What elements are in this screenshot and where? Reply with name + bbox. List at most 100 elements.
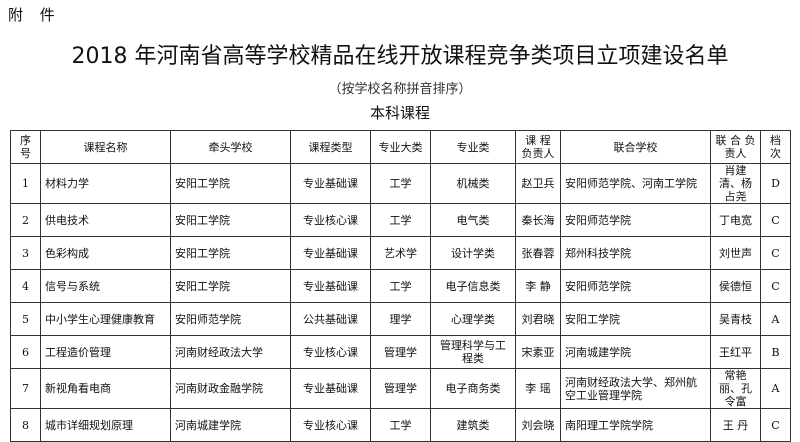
column-header: 专业大类 xyxy=(370,130,431,164)
table-cell: 机械类 xyxy=(430,163,516,204)
table-cell: 河南财政金融学院 xyxy=(170,368,291,409)
column-header: 联 合 负责人 xyxy=(710,130,761,164)
table-cell: 设计学类 xyxy=(430,236,516,270)
table-cell: 李 瑶 xyxy=(515,368,561,409)
table-cell: 色彩构成 xyxy=(40,236,171,270)
table-cell: A xyxy=(760,368,791,409)
table-cell: 供电技术 xyxy=(40,203,171,237)
column-header: 联合学校 xyxy=(560,130,711,164)
table-cell: 王红平 xyxy=(710,335,761,369)
table-cell: 管理科学与工程类 xyxy=(430,335,516,369)
table-cell: 专业核心课 xyxy=(290,203,371,237)
table-cell: 宋素亚 xyxy=(515,335,561,369)
table-cell: 常艳丽、孔令富 xyxy=(710,368,761,409)
table-cell: 赵卫兵 xyxy=(515,163,561,204)
table-cell: 王 丹 xyxy=(710,408,761,442)
table-row: 5 中小学生心理健康教育 安阳师范学院 公共基础课 理学 心理学类 刘君晓 安阳工学院 吴青枝 A xyxy=(10,302,791,336)
table-cell: 李 静 xyxy=(515,269,561,303)
table-cell: 吴青枝 xyxy=(710,302,761,336)
table-cell: 专业基础课 xyxy=(290,269,371,303)
table-cell: 专业基础课 xyxy=(290,163,371,204)
table-cell: 专业基础课 xyxy=(290,236,371,270)
table-cell: 安阳工学院 xyxy=(170,163,291,204)
table-cell: 安阳师范学院 xyxy=(170,302,291,336)
table-cell: 工学 xyxy=(370,408,431,442)
table-cell: 安阳工学院 xyxy=(170,236,291,270)
table-cell: 工程造价管理 xyxy=(40,335,171,369)
table-row: 3 色彩构成 安阳工学院 专业基础课 艺术学 设计学类 张春蓉 郑州科技学院 刘世声 C xyxy=(10,236,791,270)
table-row: 1 材料力学 安阳工学院 专业基础课 工学 机械类 赵卫兵 安阳师范学院、河南工学院 肖建清、杨… xyxy=(10,163,791,204)
table-cell: 安阳工学院 xyxy=(170,269,291,303)
column-header: 档次 xyxy=(760,130,791,164)
table-cell: 河南城建学院 xyxy=(560,335,711,369)
table-cell: 河南财经政法大学 xyxy=(170,335,291,369)
table-cell: 河南城建学院 xyxy=(170,408,291,442)
table-cell: 管理学 xyxy=(370,335,431,369)
table-row: 7 新视角看电商 河南财政金融学院 专业基础课 管理学 电子商务类李 瑶河南财经政法大学、… xyxy=(10,368,791,409)
table-cell: 工学 xyxy=(370,163,431,204)
table-cell: 1 xyxy=(10,163,41,204)
table-cell: D xyxy=(760,163,791,204)
table-cell: 电子信息类 xyxy=(430,269,516,303)
attachment-label: 附 件 xyxy=(8,6,61,24)
table-cell: 心理学类 xyxy=(430,302,516,336)
section-title: 本科课程 xyxy=(369,104,430,122)
table-cell: 新视角看电商 xyxy=(40,368,171,409)
table-cell: 8 xyxy=(10,408,41,442)
table-cell: 艺术学 xyxy=(370,236,431,270)
table-cell: 丁电宽 xyxy=(710,203,761,237)
column-header: 牵头学校 xyxy=(170,130,291,164)
table-cell: 安阳师范学院 xyxy=(560,203,711,237)
table-cell: C xyxy=(760,408,791,442)
table-cell: 南阳理工学院学院 xyxy=(560,408,711,442)
table-cell: 公共基础课 xyxy=(290,302,371,336)
table-row: 4 信号与系统 安阳工学院 专业基础课 工学 电子信息类李 静安阳师范学院 侯德恒 C xyxy=(10,269,791,303)
page: {"header": {"label": "附 件", "title": "20… xyxy=(8,6,791,442)
table-cell: 安阳工学院 xyxy=(170,203,291,237)
table-cell: 6 xyxy=(10,335,41,369)
table-cell: 2 xyxy=(10,203,41,237)
table-cell: 信号与系统 xyxy=(40,269,171,303)
header-row: 序号 课程名称 牵头学校 课程类型 专业大类 专业类课 程 负责人 联合学校联 合 负责人档… xyxy=(10,130,791,164)
table-cell: 专业核心课 xyxy=(290,408,371,442)
column-header: 专业类 xyxy=(430,130,516,164)
table-cell: 刘世声 xyxy=(710,236,761,270)
table-cell: B xyxy=(760,335,791,369)
table-cell: 材料力学 xyxy=(40,163,171,204)
table-cell: A xyxy=(760,302,791,336)
table-cell: 侯德恒 xyxy=(710,269,761,303)
table-body: 1 材料力学 安阳工学院 专业基础课 工学 机械类 赵卫兵 安阳师范学院、河南工学院 肖建清、杨… xyxy=(10,163,791,442)
column-header: 序号 xyxy=(10,130,41,164)
table-cell: 3 xyxy=(10,236,41,270)
table-cell: 安阳师范学院 xyxy=(560,269,711,303)
table-cell: C xyxy=(760,269,791,303)
course-table: 序号 课程名称 牵头学校 课程类型 专业大类 专业类课 程 负责人 联合学校联 合 负责人档… xyxy=(10,130,791,442)
column-header: 课程名称 xyxy=(40,130,171,164)
table-cell: 理学 xyxy=(370,302,431,336)
table-row: 2 供电技术 安阳工学院 专业核心课 工学 电气类 秦长海 安阳师范学院 丁电宽 C xyxy=(10,203,791,237)
table-cell: 刘会晓 xyxy=(515,408,561,442)
table-cell: 专业基础课 xyxy=(290,368,371,409)
table-cell: 电子商务类 xyxy=(430,368,516,409)
document-title: 2018 年河南省高等学校精品在线开放课程竞争类项目立项建设名单 xyxy=(71,44,729,69)
table-cell: 郑州科技学院 xyxy=(560,236,711,270)
table-cell: 建筑类 xyxy=(430,408,516,442)
table-cell: 安阳工学院 xyxy=(560,302,711,336)
table-cell: C xyxy=(760,236,791,270)
table-cell: 肖建清、杨占尧 xyxy=(710,163,761,204)
table-cell: 工学 xyxy=(370,269,431,303)
table-cell: 工学 xyxy=(370,203,431,237)
column-header: 课 程 负责人 xyxy=(515,130,561,164)
table-cell: 刘君晓 xyxy=(515,302,561,336)
table-cell: 5 xyxy=(10,302,41,336)
table-cell: 秦长海 xyxy=(515,203,561,237)
table-cell: 7 xyxy=(10,368,41,409)
table-cell: 专业核心课 xyxy=(290,335,371,369)
column-header: 课程类型 xyxy=(290,130,371,164)
table-cell: 管理学 xyxy=(370,368,431,409)
table-cell: C xyxy=(760,203,791,237)
table-cell: 电气类 xyxy=(430,203,516,237)
table-cell: 中小学生心理健康教育 xyxy=(40,302,171,336)
table-cell: 张春蓉 xyxy=(515,236,561,270)
